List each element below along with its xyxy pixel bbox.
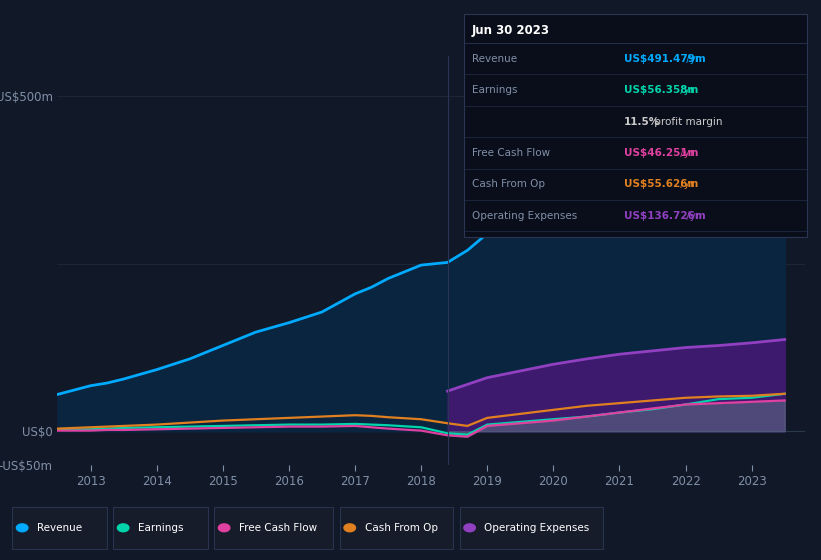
Text: /yr: /yr [677, 148, 695, 158]
Text: Earnings: Earnings [472, 85, 517, 95]
Text: Operating Expenses: Operating Expenses [484, 523, 589, 533]
Text: US$56.358m: US$56.358m [624, 85, 699, 95]
Text: /yr: /yr [677, 85, 695, 95]
Text: US$136.726m: US$136.726m [624, 211, 706, 221]
Text: US$46.251m: US$46.251m [624, 148, 699, 158]
Text: /yr: /yr [677, 179, 695, 189]
Text: 11.5%: 11.5% [624, 116, 660, 127]
Text: Free Cash Flow: Free Cash Flow [239, 523, 317, 533]
Text: Cash From Op: Cash From Op [472, 179, 545, 189]
Text: US$491.479m: US$491.479m [624, 54, 706, 64]
Text: Operating Expenses: Operating Expenses [472, 211, 577, 221]
Text: Free Cash Flow: Free Cash Flow [472, 148, 550, 158]
Text: Revenue: Revenue [37, 523, 82, 533]
Text: /yr: /yr [683, 54, 700, 64]
Text: Earnings: Earnings [138, 523, 183, 533]
Text: Jun 30 2023: Jun 30 2023 [472, 24, 550, 38]
Text: /yr: /yr [683, 211, 700, 221]
Text: US$55.626m: US$55.626m [624, 179, 699, 189]
Text: Revenue: Revenue [472, 54, 517, 64]
Text: Cash From Op: Cash From Op [365, 523, 438, 533]
Text: profit margin: profit margin [650, 116, 722, 127]
